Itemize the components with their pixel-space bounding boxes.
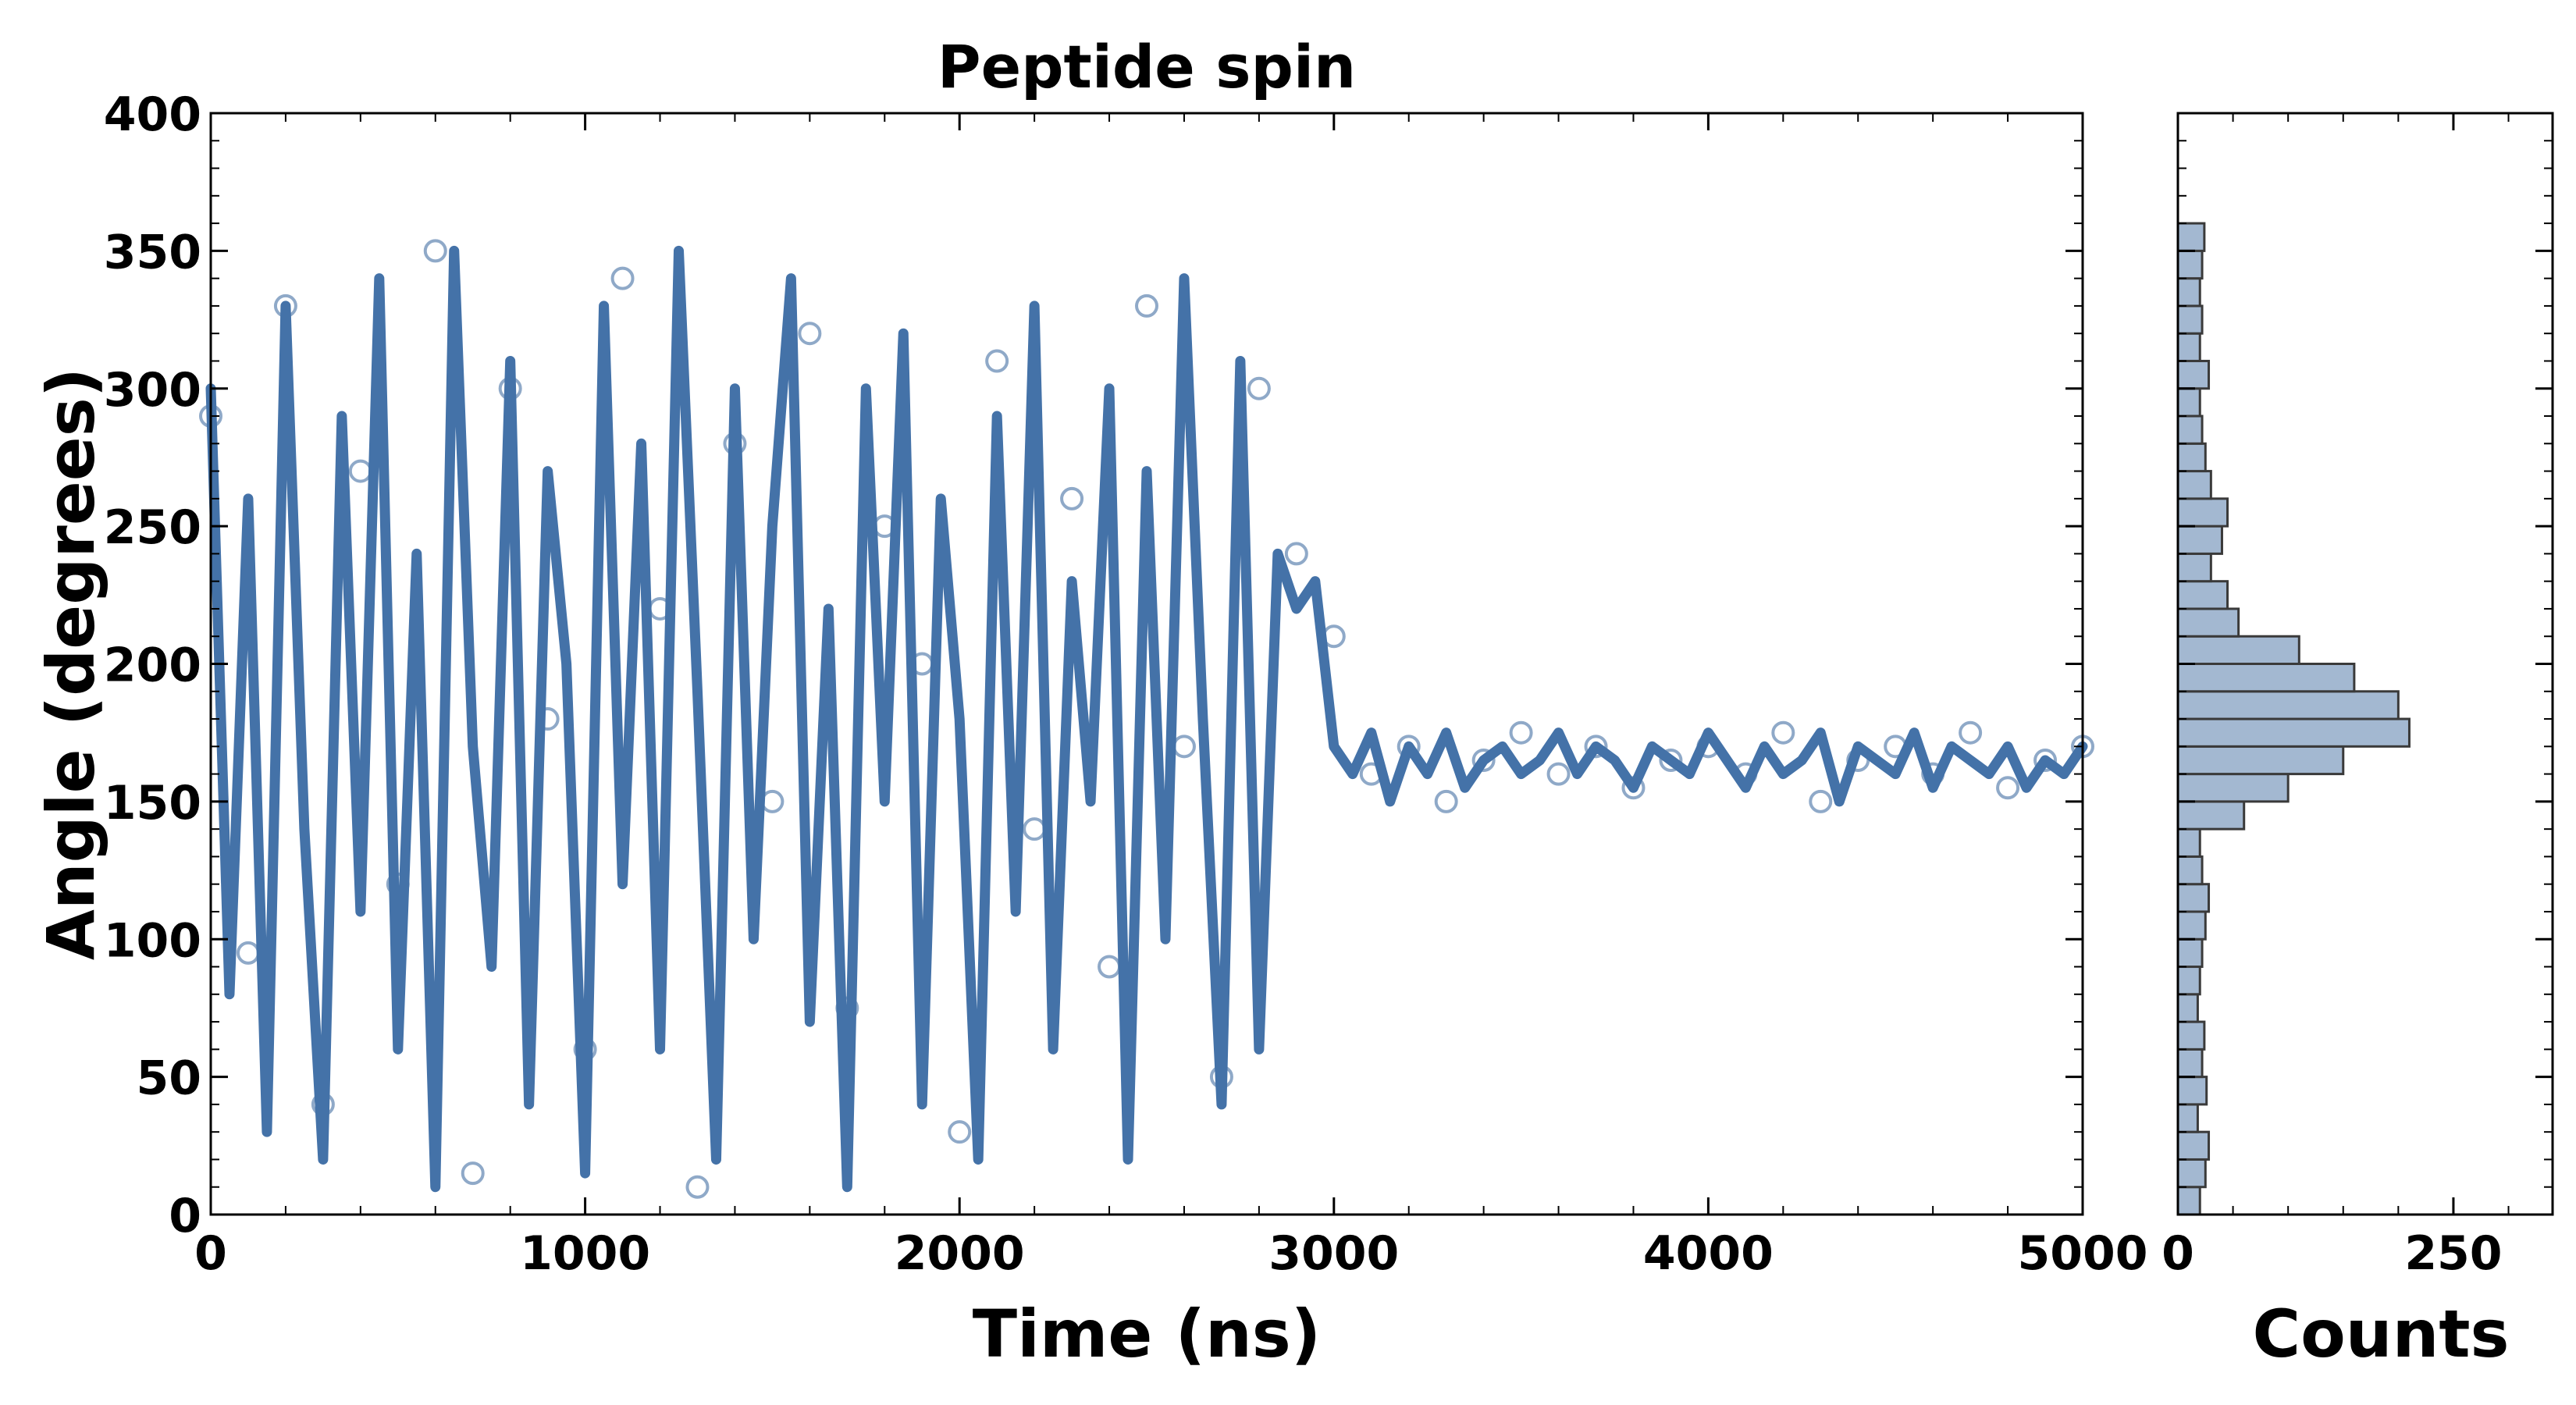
- main-plot-area: 0 1000 2000 3000 4000 5000 0 50 100 150 200 250 300…: [104, 87, 2148, 1281]
- scatter-point: [1546, 762, 1571, 786]
- histogram-bar: [2176, 800, 2246, 831]
- smoothed-line: [205, 245, 2088, 1193]
- y-tick-label: 350: [104, 225, 201, 279]
- scatter-point: [1172, 735, 1196, 759]
- histogram-x-ticks: 0 250: [2161, 113, 2510, 1281]
- scatter-point: [423, 239, 447, 263]
- histogram-y-ticks: [2178, 112, 2553, 1216]
- y-axis-ticks: 0 50 100 150 200 250 300 350 400: [104, 87, 2083, 1243]
- histogram-bar: [2176, 414, 2204, 445]
- scatter-point: [348, 459, 372, 483]
- histogram-x-label: Counts: [2252, 1296, 2509, 1372]
- histogram-bar: [2176, 442, 2207, 473]
- histogram-bar: [2176, 1103, 2199, 1133]
- histogram-bar: [2176, 304, 2204, 335]
- histogram-bar: [2176, 745, 2345, 776]
- histogram-bar: [2176, 249, 2204, 280]
- histogram-bar: [2176, 580, 2229, 610]
- histogram-bar: [2176, 359, 2211, 390]
- histogram-bar: [2176, 993, 2199, 1023]
- histogram-bar: [2176, 222, 2206, 252]
- histogram-bar: [2176, 497, 2229, 528]
- scatter-point: [1060, 486, 1084, 510]
- histogram-bar: [2176, 690, 2400, 720]
- histogram-bar: [2176, 277, 2201, 308]
- scatter-point: [985, 349, 1009, 373]
- y-tick-label: 250: [104, 500, 201, 555]
- histogram-bar: [2176, 966, 2201, 996]
- histogram-bar: [2176, 910, 2207, 941]
- histogram-bar: [2176, 525, 2223, 555]
- y-tick-label: 0: [169, 1189, 201, 1243]
- scatter-markers: [199, 239, 2094, 1199]
- scatter-point: [1023, 817, 1047, 841]
- histogram-bars: [2176, 222, 2411, 1216]
- scatter-point: [1471, 748, 1496, 772]
- y-axis-label: Angle (degrees): [33, 368, 109, 960]
- scatter-point: [685, 1175, 710, 1199]
- histogram-area: 0 250: [2161, 112, 2554, 1281]
- histogram-bar: [2176, 827, 2201, 858]
- main-plot-frame: [209, 112, 2084, 1216]
- histogram-bar: [2176, 1130, 2211, 1161]
- scatter-point: [1284, 542, 1308, 566]
- x-tick-label: 5000: [2018, 1226, 2148, 1281]
- histogram-bar: [2176, 883, 2211, 913]
- scatter-point: [1771, 720, 1795, 745]
- y-tick-label: 400: [104, 87, 201, 142]
- scatter-point: [461, 1161, 485, 1186]
- scatter-point: [1996, 776, 2020, 800]
- x-tick-label: 4000: [1643, 1226, 1774, 1281]
- histogram-bar: [2176, 1020, 2206, 1051]
- y-tick-label: 100: [104, 913, 201, 968]
- scatter-point: [1809, 789, 1833, 813]
- y-tick-label: 150: [104, 776, 201, 831]
- y-tick-label: 50: [137, 1051, 202, 1106]
- scatter-point: [1135, 293, 1158, 318]
- histogram-bar: [2176, 635, 2300, 665]
- scatter-point: [610, 266, 635, 290]
- hist-x-tick-label: 0: [2161, 1226, 2194, 1281]
- histogram-bar: [2176, 552, 2212, 583]
- chart-title: Peptide spin: [938, 32, 1356, 101]
- x-tick-label: 0: [194, 1226, 227, 1281]
- histogram-bar: [2176, 470, 2212, 500]
- histogram-bar: [2176, 663, 2356, 693]
- x-tick-label: 3000: [1268, 1226, 1399, 1281]
- histogram-bar: [2176, 937, 2204, 969]
- scatter-point: [948, 1120, 972, 1144]
- scatter-point: [1098, 955, 1122, 979]
- scatter-point: [2033, 748, 2058, 772]
- y-tick-label: 300: [104, 363, 201, 418]
- scatter-point: [1434, 789, 1458, 813]
- scatter-point: [236, 941, 260, 965]
- y-tick-label: 200: [104, 638, 201, 693]
- scatter-point: [1959, 720, 1983, 745]
- scatter-point: [1584, 735, 1608, 759]
- histogram-bar: [2176, 1158, 2207, 1189]
- scatter-point: [1247, 376, 1271, 400]
- histogram-bar: [2176, 773, 2290, 803]
- histogram-bar: [2176, 387, 2201, 418]
- histogram-bar: [2176, 717, 2411, 748]
- x-axis-label: Time (ns): [973, 1296, 1321, 1372]
- scatter-point: [1659, 748, 1683, 772]
- histogram-bar: [2176, 1076, 2208, 1106]
- x-tick-label: 2000: [895, 1226, 1025, 1281]
- histogram-bar: [2176, 855, 2204, 886]
- x-axis-ticks: 0 1000 2000 3000 4000 5000: [194, 113, 2148, 1281]
- histogram-bar: [2176, 332, 2201, 362]
- histogram-bar: [2176, 1048, 2204, 1079]
- histogram-bar: [2176, 607, 2240, 638]
- hist-x-tick-label: 250: [2404, 1226, 2502, 1281]
- x-tick-label: 1000: [520, 1226, 650, 1281]
- histogram-bar: [2176, 1186, 2201, 1216]
- scatter-point: [798, 322, 822, 346]
- scatter-point: [1509, 720, 1533, 745]
